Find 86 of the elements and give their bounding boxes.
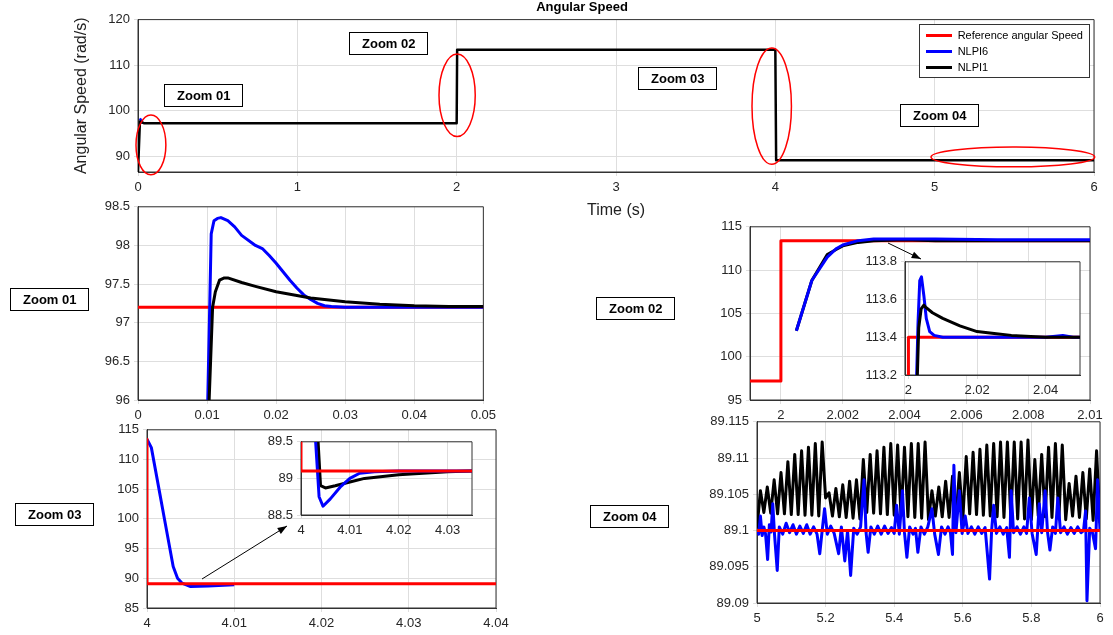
y-tick-label: 90 <box>124 569 139 585</box>
x-tick-label: 1 <box>293 179 301 195</box>
y-tick-label: 97 <box>115 314 130 330</box>
y-tick-label: 88.5 <box>267 506 293 522</box>
y-tick-label: 96.5 <box>104 352 130 368</box>
annotation: Zoom 03 <box>638 67 718 90</box>
y-axis-title: Angular Speed (rad/s) <box>72 17 90 175</box>
legend-label: NLPI6 <box>957 44 989 59</box>
x-tick-label: 2.04 <box>1033 382 1059 398</box>
y-tick-label: 85 <box>124 599 139 615</box>
x-tick-label: 2 <box>904 382 913 398</box>
text: Zoom 04 <box>590 505 670 528</box>
x-tick-label: 2.02 <box>964 382 990 398</box>
x-tick-label: 0 <box>134 179 142 195</box>
x-tick-label: 2.01 <box>1077 407 1103 423</box>
x-tick-label: 0.05 <box>470 407 497 423</box>
x-axis-title: Time (s) <box>586 200 646 218</box>
y-tick-label: 110 <box>721 261 742 277</box>
x-tick-label: 2.008 <box>1011 407 1045 423</box>
y-tick-label: 113.2 <box>865 366 897 382</box>
x-tick-label: 5 <box>753 610 761 626</box>
y-tick-label: 105 <box>117 480 139 496</box>
x-tick-label: 4.01 <box>221 615 247 631</box>
y-tick-label: 89.1 <box>723 522 749 538</box>
y-tick-label: 89.5 <box>267 433 293 449</box>
x-tick-label: 4 <box>771 179 779 195</box>
y-tick-label: 95 <box>124 540 139 556</box>
y-tick-label: 89.11 <box>717 449 749 465</box>
annotation: Zoom 02 <box>349 32 429 55</box>
y-tick-label: 105 <box>720 304 742 320</box>
x-tick-label: 4 <box>297 522 305 538</box>
y-tick-label: 96 <box>115 391 130 407</box>
text: Zoom 03 <box>15 503 95 526</box>
y-tick-label: 100 <box>720 348 742 364</box>
y-tick-label: 98 <box>115 237 130 253</box>
y-tick-label: 120 <box>108 11 130 27</box>
legend-label: NLPI1 <box>957 60 989 75</box>
x-tick-label: 6 <box>1096 610 1104 626</box>
x-tick-label: 0.03 <box>332 407 358 423</box>
y-tick-label: 113.4 <box>865 328 897 344</box>
x-tick-label: 4.03 <box>434 522 461 538</box>
y-tick-label: 110 <box>118 451 139 467</box>
x-tick-label: 0 <box>134 407 142 423</box>
annotation: Zoom 01 <box>164 84 244 107</box>
y-tick-label: 89.095 <box>709 558 749 574</box>
x-tick-label: 2 <box>453 179 461 195</box>
x-tick-label: 5 <box>931 179 939 195</box>
x-tick-label: 2 <box>777 407 785 423</box>
x-tick-label: 3 <box>612 179 620 195</box>
chart-title: Angular Speed <box>536 0 628 15</box>
x-tick-label: 4.02 <box>386 522 412 538</box>
y-tick-label: 110 <box>109 56 130 72</box>
y-tick-label: 90 <box>115 147 130 163</box>
y-tick-label: 100 <box>108 102 130 118</box>
y-tick-label: 115 <box>721 218 742 234</box>
x-tick-label: 2.006 <box>950 407 983 423</box>
y-tick-label: 89.115 <box>710 413 749 429</box>
x-tick-label: 4.01 <box>337 522 363 538</box>
x-tick-label: 0.04 <box>401 407 427 423</box>
text: Zoom 02 <box>596 297 676 320</box>
x-tick-label: 4.03 <box>396 615 422 631</box>
y-tick-label: 115 <box>118 421 139 437</box>
x-tick-label: 5.6 <box>953 610 972 626</box>
x-tick-label: 4.04 <box>483 615 509 631</box>
x-tick-label: 5.8 <box>1022 610 1041 626</box>
y-tick-label: 89.105 <box>709 485 749 501</box>
legend-label: Reference angular Speed <box>957 28 1083 43</box>
x-tick-label: 0.01 <box>194 407 220 423</box>
text: Zoom 01 <box>10 288 90 311</box>
y-tick-label: 89.09 <box>716 594 749 610</box>
x-tick-label: 4.02 <box>308 615 335 631</box>
x-tick-label: 4 <box>143 615 151 631</box>
x-tick-label: 5.2 <box>816 610 835 626</box>
y-tick-label: 89 <box>278 469 293 485</box>
y-tick-label: 113.6 <box>865 291 897 307</box>
y-tick-label: 98.5 <box>104 198 130 214</box>
y-tick-label: 113.8 <box>865 253 897 269</box>
x-tick-label: 2.004 <box>888 407 921 423</box>
x-tick-label: 5.4 <box>885 610 904 626</box>
x-tick-label: 2.002 <box>826 407 859 423</box>
y-tick-label: 95 <box>727 391 742 407</box>
annotation: Zoom 04 <box>900 104 980 127</box>
x-tick-label: 0.02 <box>263 407 289 423</box>
x-tick-label: 6 <box>1090 179 1098 195</box>
y-tick-label: 100 <box>117 510 139 526</box>
y-tick-label: 97.5 <box>104 275 130 291</box>
